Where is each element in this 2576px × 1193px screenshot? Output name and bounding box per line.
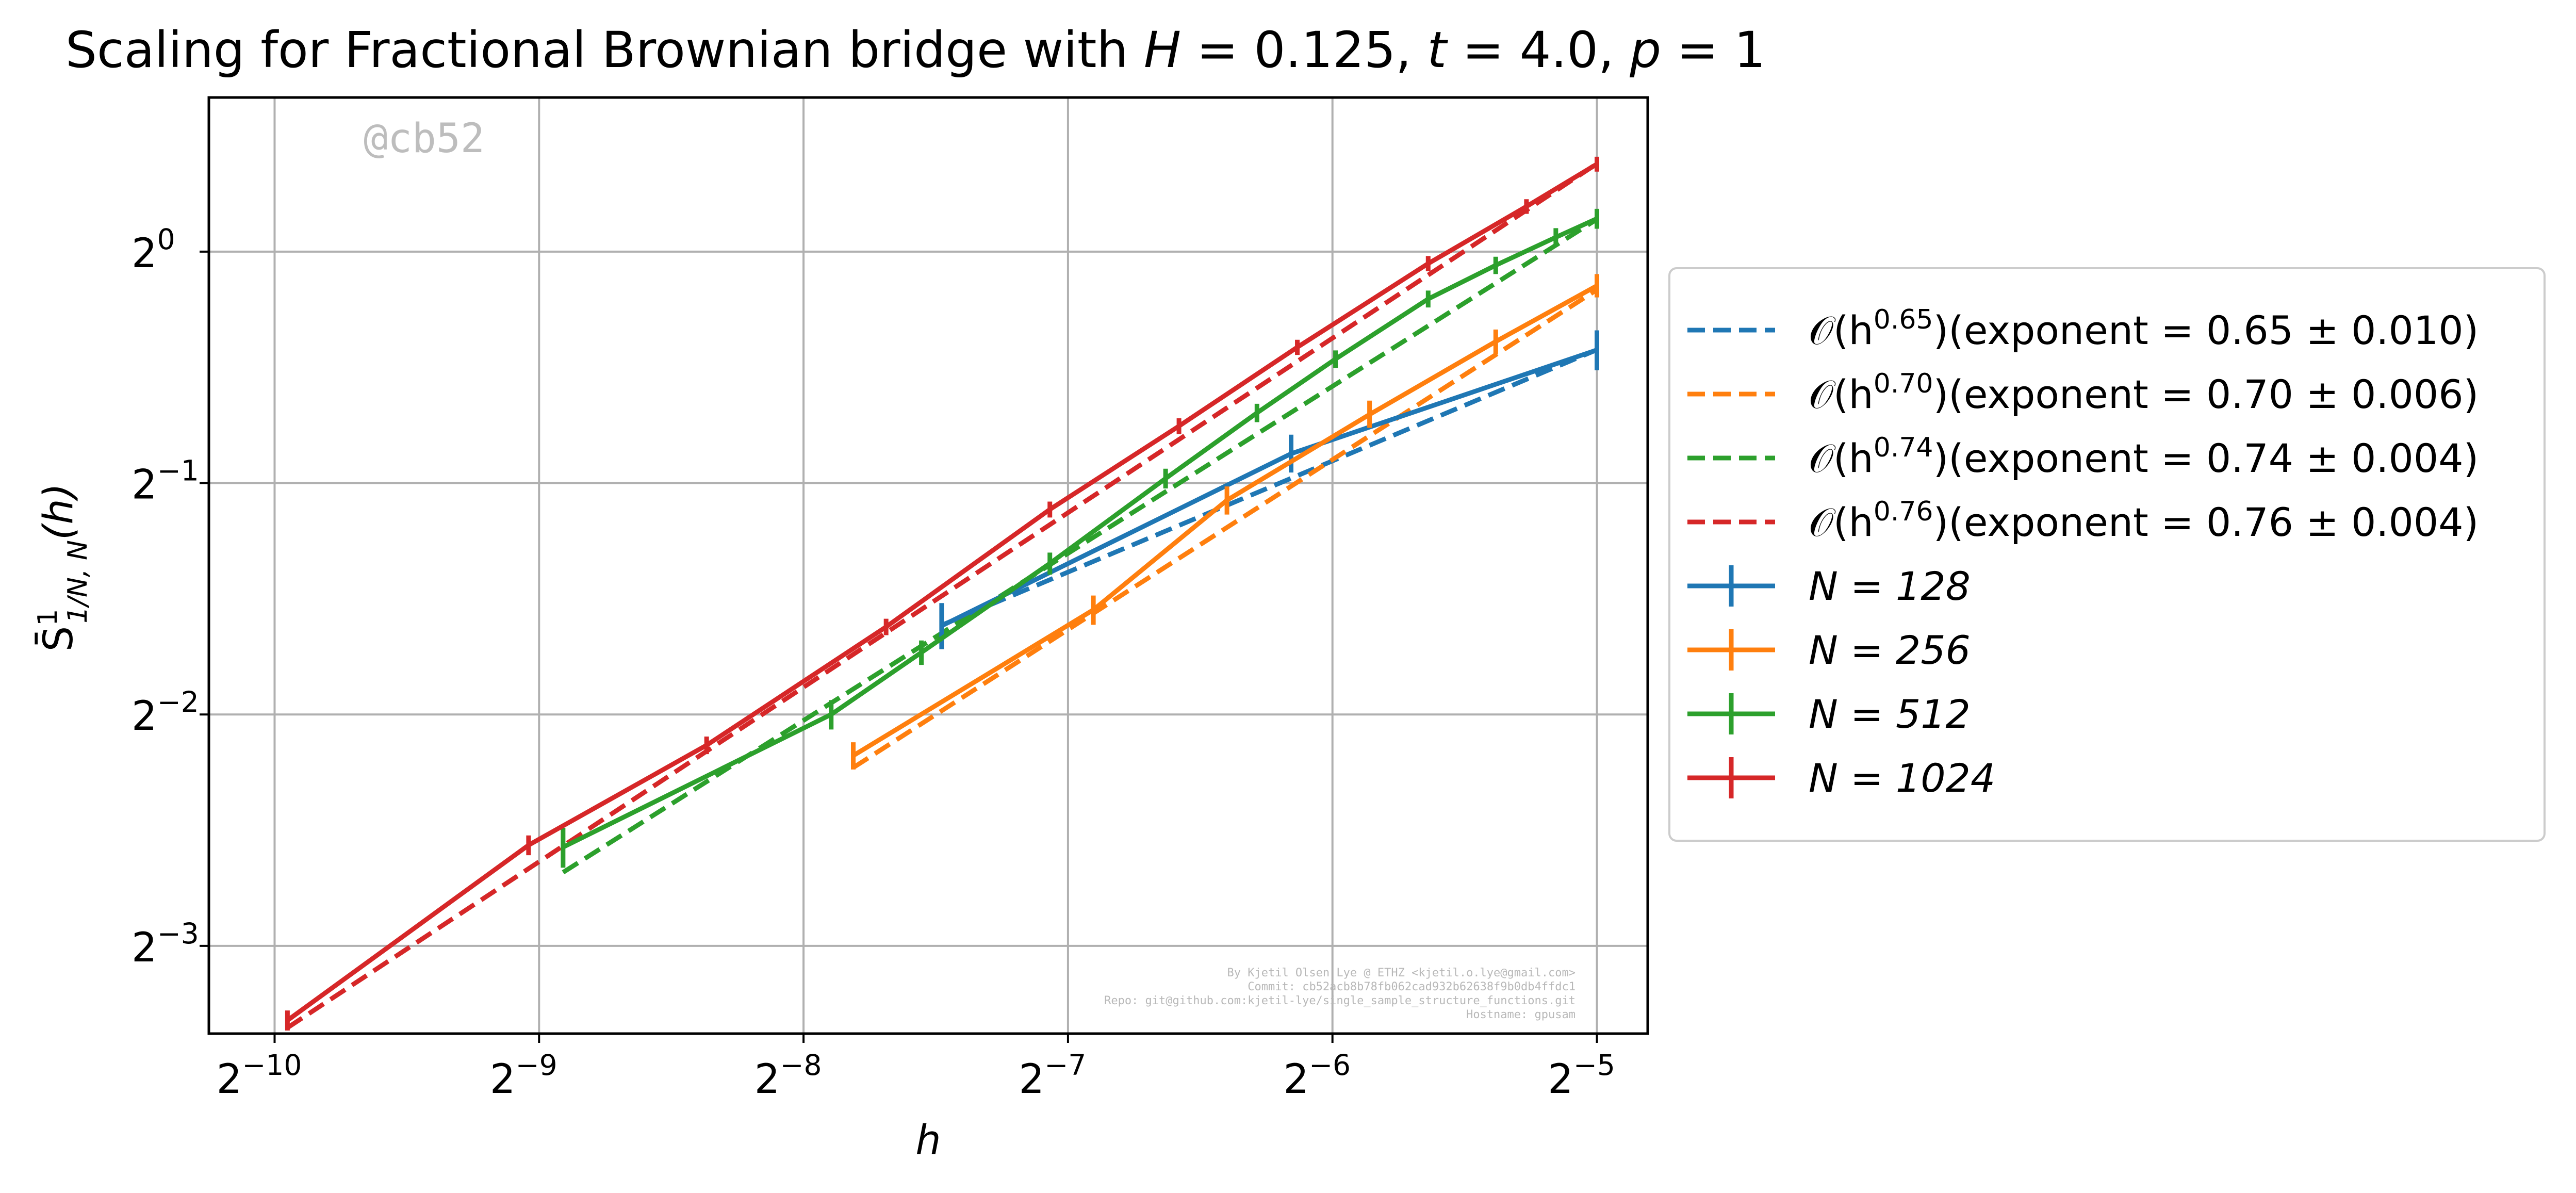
legend: 𝒪(h0.65)(exponent = 0.65 ± 0.010) 𝒪(h0.70… bbox=[1668, 267, 2546, 842]
fit-line bbox=[286, 161, 1598, 1030]
series-layer bbox=[285, 156, 1600, 1031]
watermark: @cb52 bbox=[364, 116, 485, 162]
fit-line bbox=[562, 217, 1598, 875]
y-tick-label: 2−2 bbox=[132, 685, 199, 740]
y-axis-label: S̄11/N, N(h) bbox=[32, 483, 93, 651]
legend-series-label: N = 256 bbox=[1809, 627, 1971, 673]
footer-line: By Kjetil Olsen Lye @ ETHZ <kjetil.o.lye… bbox=[1227, 967, 1576, 979]
x-tick-label: 2−7 bbox=[1019, 1049, 1087, 1103]
tick-labels: 2−10 2−9 2−8 2−7 2−6 2−5 20 2−1 2−2 2−3 bbox=[132, 223, 1615, 1103]
fit-line bbox=[941, 347, 1598, 628]
legend-series-label: N = 128 bbox=[1809, 563, 1971, 609]
plot-frame bbox=[207, 96, 1649, 1035]
plot-area: @cb52 By Kjetil Olsen Lye @ ETHZ <kjetil… bbox=[207, 96, 1649, 1035]
footer-line: Hostname: gpusam bbox=[1466, 1008, 1576, 1021]
x-tick-label: 2−10 bbox=[217, 1049, 302, 1103]
x-tick-label: 2−9 bbox=[490, 1049, 557, 1103]
footer-line: Commit: cb52acb8b78fb062cad932b62638f9b0… bbox=[1248, 980, 1576, 993]
x-axis-label: h bbox=[915, 1117, 941, 1164]
series-line bbox=[852, 284, 1598, 758]
y-tick-label: 20 bbox=[132, 223, 175, 277]
legend-series-label: N = 1024 bbox=[1809, 755, 1995, 801]
y-tick-label: 2−3 bbox=[132, 917, 199, 971]
chart-title: Scaling for Fractional Brownian bridge w… bbox=[65, 21, 1766, 79]
legend-fit-label: 𝒪(h0.65)(exponent = 0.65 ± 0.010) bbox=[1809, 304, 2479, 353]
footer-credits: By Kjetil Olsen Lye @ ETHZ <kjetil.o.lye… bbox=[1104, 967, 1576, 1021]
legend-frame bbox=[1668, 267, 2546, 842]
legend-fit-label: 𝒪(h0.76)(exponent = 0.76 ± 0.004) bbox=[1809, 496, 2479, 545]
x-tick-label: 2−8 bbox=[754, 1049, 822, 1103]
legend-series-label: N = 512 bbox=[1809, 691, 1971, 737]
series-line bbox=[286, 162, 1598, 1022]
legend-fit-label: 𝒪(h0.70)(exponent = 0.70 ± 0.006) bbox=[1809, 368, 2479, 417]
x-tick-label: 2−6 bbox=[1283, 1049, 1351, 1103]
fit-line bbox=[852, 287, 1598, 770]
x-tick-label: 2−5 bbox=[1548, 1049, 1615, 1103]
footer-line: Repo: git@github.com:kjetil-lye/single_s… bbox=[1104, 994, 1576, 1007]
y-tick-label: 2−1 bbox=[132, 454, 199, 509]
legend-fit-label: 𝒪(h0.74)(exponent = 0.74 ± 0.004) bbox=[1809, 432, 2479, 481]
grid-lines bbox=[209, 97, 1648, 1034]
